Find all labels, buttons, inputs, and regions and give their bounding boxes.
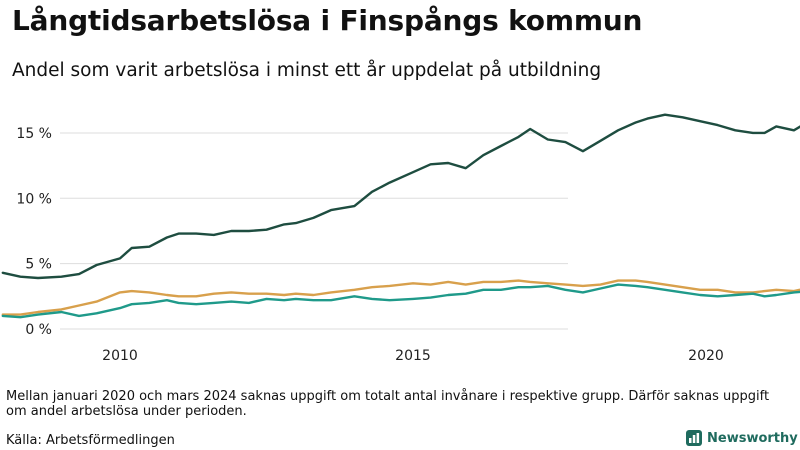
y-tick-label: 5 % bbox=[25, 257, 52, 273]
series-line-eftergymnasial bbox=[1, 283, 800, 319]
grid-lines bbox=[60, 132, 568, 330]
x-tick-label: 2020 bbox=[688, 348, 724, 364]
chart-title: Långtidsarbetslösa i Finspångs kommun bbox=[12, 4, 643, 37]
newsworthy-logo-text: Newsworthy bbox=[707, 430, 798, 446]
chart-subtitle: Andel som varit arbetslösa i minst ett å… bbox=[12, 60, 602, 81]
x-tick-label: 2010 bbox=[102, 348, 138, 364]
x-axis-tick-labels: 201020152020apr 2025 bbox=[102, 348, 724, 364]
series-lines bbox=[1, 113, 800, 319]
y-tick-label: 10 % bbox=[16, 191, 52, 207]
line-chart: 0 %5 %10 %15 % 201020152020apr 2025 Förg… bbox=[1, 113, 800, 364]
y-axis-tick-labels: 0 % 5 % 10 % 15 % bbox=[16, 126, 52, 338]
newsworthy-logo-icon bbox=[686, 430, 702, 446]
series-line-gymnasial bbox=[1, 279, 800, 316]
source-credit: Källa: Arbetsförmedlingen bbox=[6, 433, 175, 448]
x-tick-label: 2015 bbox=[395, 348, 431, 364]
series-line-förgymnasial bbox=[1, 113, 800, 280]
newsworthy-logo: Newsworthy bbox=[686, 430, 798, 446]
y-tick-label: 15 % bbox=[16, 126, 52, 142]
y-tick-label: 0 % bbox=[25, 322, 52, 338]
footnote: Mellan januari 2020 och mars 2024 saknas… bbox=[6, 389, 770, 419]
